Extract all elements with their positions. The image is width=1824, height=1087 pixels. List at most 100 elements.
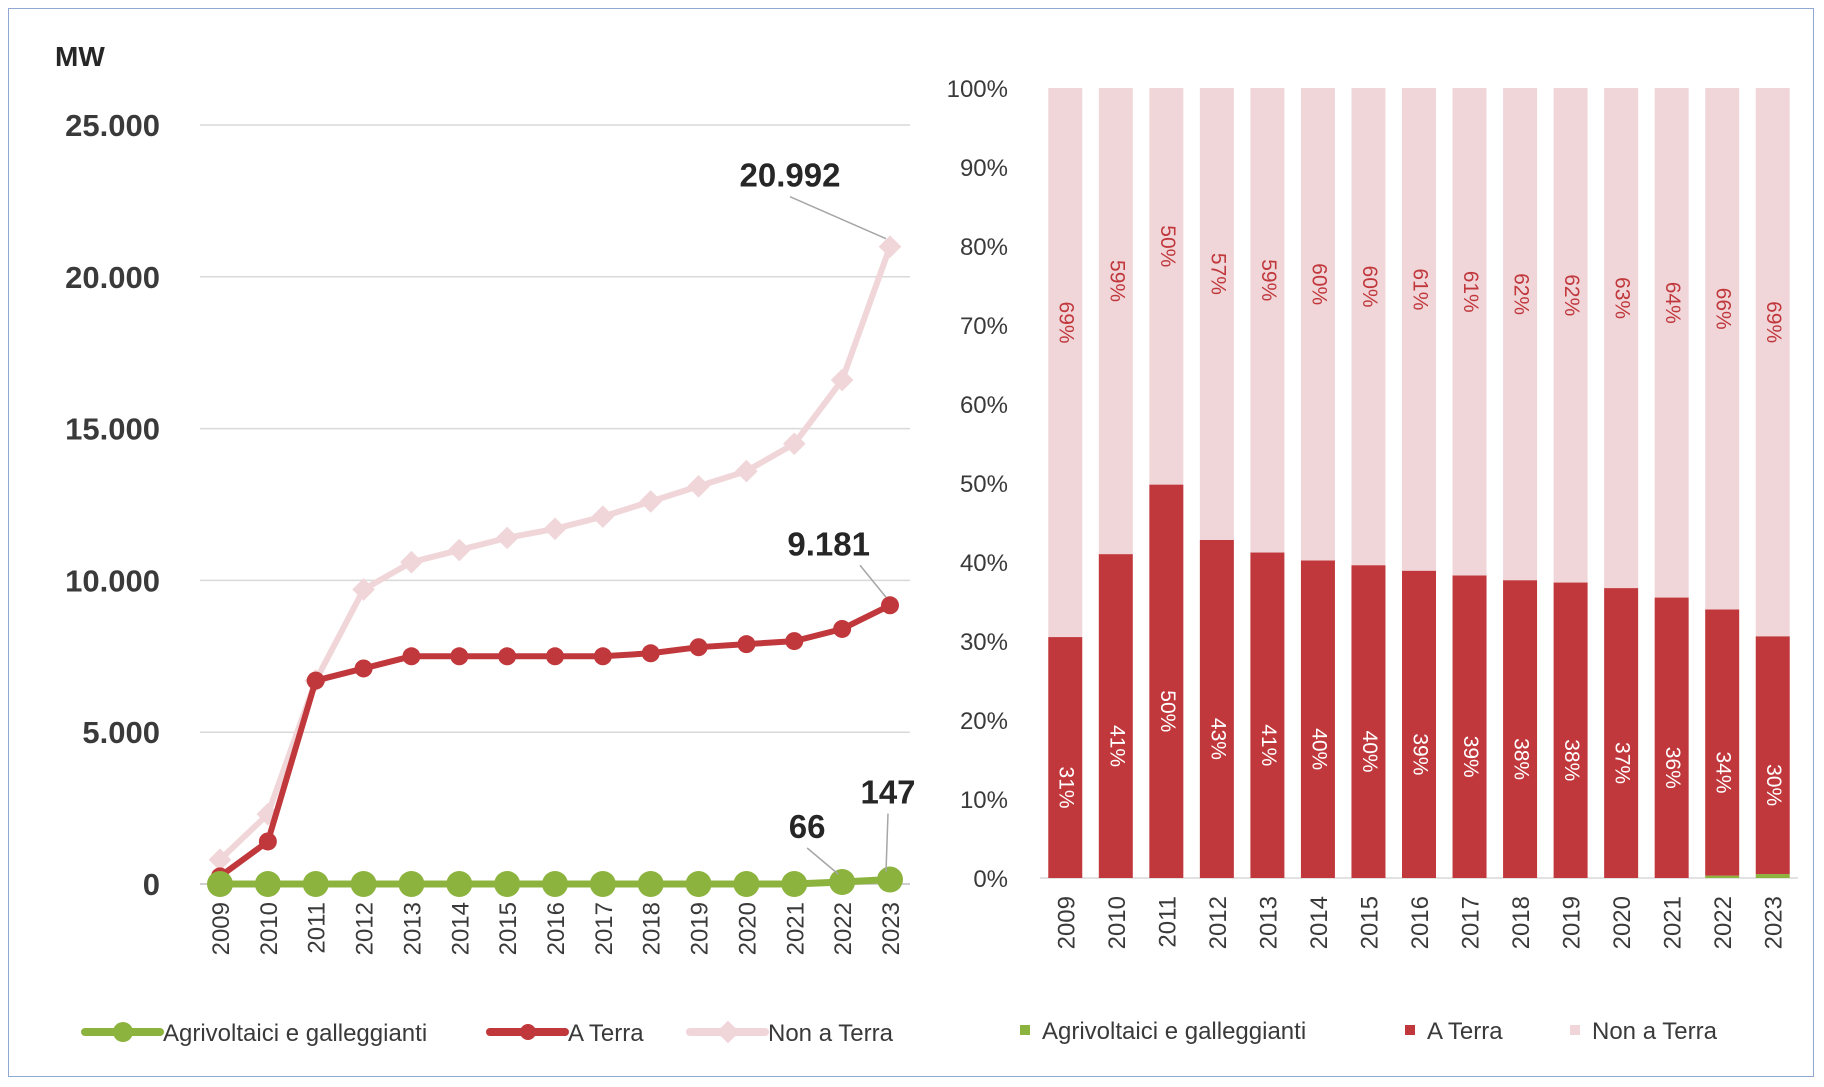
bar-segment xyxy=(1199,88,1234,540)
x-tick-label: 2022 xyxy=(830,902,857,955)
data-label: 60% xyxy=(1307,263,1330,305)
data-label: 40% xyxy=(1358,731,1381,773)
bar-segment xyxy=(1199,539,1234,878)
bar-segment xyxy=(1048,88,1083,638)
y-tick-label: 70% xyxy=(960,313,1008,340)
legend-label: Agrivoltaici e galleggianti xyxy=(163,1020,427,1047)
data-label: 57% xyxy=(1206,253,1229,295)
data-point xyxy=(639,490,663,513)
bar-group: 43% 57% xyxy=(1199,88,1234,878)
data-point xyxy=(494,871,521,897)
bar-segment xyxy=(1604,588,1639,878)
bar-group: 40% 60% xyxy=(1300,88,1335,878)
x-tick-label: 2011 xyxy=(304,902,331,954)
bar-segment xyxy=(1503,580,1538,878)
bar-segment xyxy=(1553,88,1588,583)
data-point xyxy=(398,871,425,897)
data-point xyxy=(450,647,469,666)
bar-segment xyxy=(1402,88,1436,571)
y-axis-label: MW xyxy=(55,41,105,72)
data-point xyxy=(589,871,616,897)
x-tick-label: 2020 xyxy=(1609,896,1636,949)
legend-item: Non a Terra xyxy=(686,1020,894,1047)
x-tick-label: 2012 xyxy=(352,902,379,955)
x-tick-label: 2010 xyxy=(256,902,283,955)
y-tick-label: 100% xyxy=(947,76,1008,103)
data-label: 36% xyxy=(1661,747,1684,789)
bar-segment xyxy=(1149,88,1184,485)
bar-segment xyxy=(1604,88,1639,589)
data-point xyxy=(591,505,615,528)
x-tick-label: 2019 xyxy=(687,902,714,955)
legend-item: Agrivoltaici e galleggianti xyxy=(81,1020,427,1047)
data-point xyxy=(687,474,710,498)
bar-segment xyxy=(1654,88,1689,598)
y-tick-label: 90% xyxy=(960,155,1008,182)
data-point xyxy=(352,578,375,601)
bar-segment xyxy=(1452,88,1487,576)
legend-item: A Terra xyxy=(1405,1018,1503,1045)
data-label: 39% xyxy=(1459,736,1482,778)
bar-group: 38% 62% xyxy=(1553,88,1588,878)
data-point xyxy=(258,832,277,851)
data-label: 43% xyxy=(1206,718,1229,760)
bar-segment xyxy=(1351,88,1386,566)
data-point xyxy=(733,871,760,897)
annotation-label: 9.181 xyxy=(787,525,870,562)
data-point xyxy=(637,871,664,897)
data-point xyxy=(402,647,421,666)
bar-group: 31% 69% xyxy=(1048,88,1083,878)
bar-segment xyxy=(1503,88,1538,581)
data-point xyxy=(641,644,660,663)
data-label: 69% xyxy=(1055,302,1078,344)
x-tick-label: 2018 xyxy=(639,902,666,955)
legend-swatch xyxy=(1020,1025,1030,1035)
x-tick-label: 2014 xyxy=(1306,896,1333,949)
annotation-leader xyxy=(806,847,839,875)
bar-segment xyxy=(1250,88,1285,553)
data-label: 37% xyxy=(1611,742,1634,784)
x-tick-label: 2016 xyxy=(1407,896,1434,949)
annotation-label: 66 xyxy=(789,808,826,845)
data-label: 40% xyxy=(1307,728,1330,770)
annotation-label: 20.992 xyxy=(740,157,841,194)
data-label: 59% xyxy=(1257,259,1280,301)
bar-group: 41% 59% xyxy=(1250,88,1285,878)
x-tick-label: 2020 xyxy=(734,902,761,955)
data-label: 30% xyxy=(1762,764,1785,806)
bar-group: 41% 59% xyxy=(1098,88,1133,878)
y-tick-label: 20.000 xyxy=(65,260,160,295)
data-point xyxy=(446,871,473,897)
bar-group: 40% 60% xyxy=(1351,88,1386,878)
data-point xyxy=(498,647,517,666)
x-tick-label: 2014 xyxy=(447,902,474,955)
data-point xyxy=(543,517,567,541)
bar-group: 30% 69% xyxy=(1755,88,1790,878)
y-tick-label: 5.000 xyxy=(82,715,160,750)
bar-segment xyxy=(1250,552,1285,878)
x-tick-label: 2021 xyxy=(1660,896,1687,949)
data-label: 66% xyxy=(1712,288,1735,330)
x-tick-label: 2016 xyxy=(543,902,570,955)
data-label: 38% xyxy=(1510,738,1533,780)
y-tick-label: 15.000 xyxy=(65,412,160,447)
annotation-label: 147 xyxy=(860,774,915,811)
data-label: 50% xyxy=(1156,225,1179,267)
legend-marker xyxy=(716,1020,740,1044)
series-2 xyxy=(208,235,902,872)
data-point xyxy=(881,596,899,615)
x-tick-label: 2011 xyxy=(1154,896,1181,948)
bar-segment xyxy=(1755,874,1790,878)
data-point xyxy=(542,871,568,897)
legend-label: A Terra xyxy=(1427,1018,1503,1045)
legend-item: A Terra xyxy=(486,1020,644,1047)
data-label: 63% xyxy=(1611,277,1634,319)
y-tick-label: 60% xyxy=(960,392,1008,419)
data-label: 60% xyxy=(1358,266,1381,308)
data-label: 50% xyxy=(1156,690,1179,732)
data-label: 61% xyxy=(1408,268,1431,310)
series-0 xyxy=(207,866,903,897)
data-point xyxy=(782,432,806,456)
data-label: 41% xyxy=(1257,724,1280,766)
data-point xyxy=(546,647,564,666)
